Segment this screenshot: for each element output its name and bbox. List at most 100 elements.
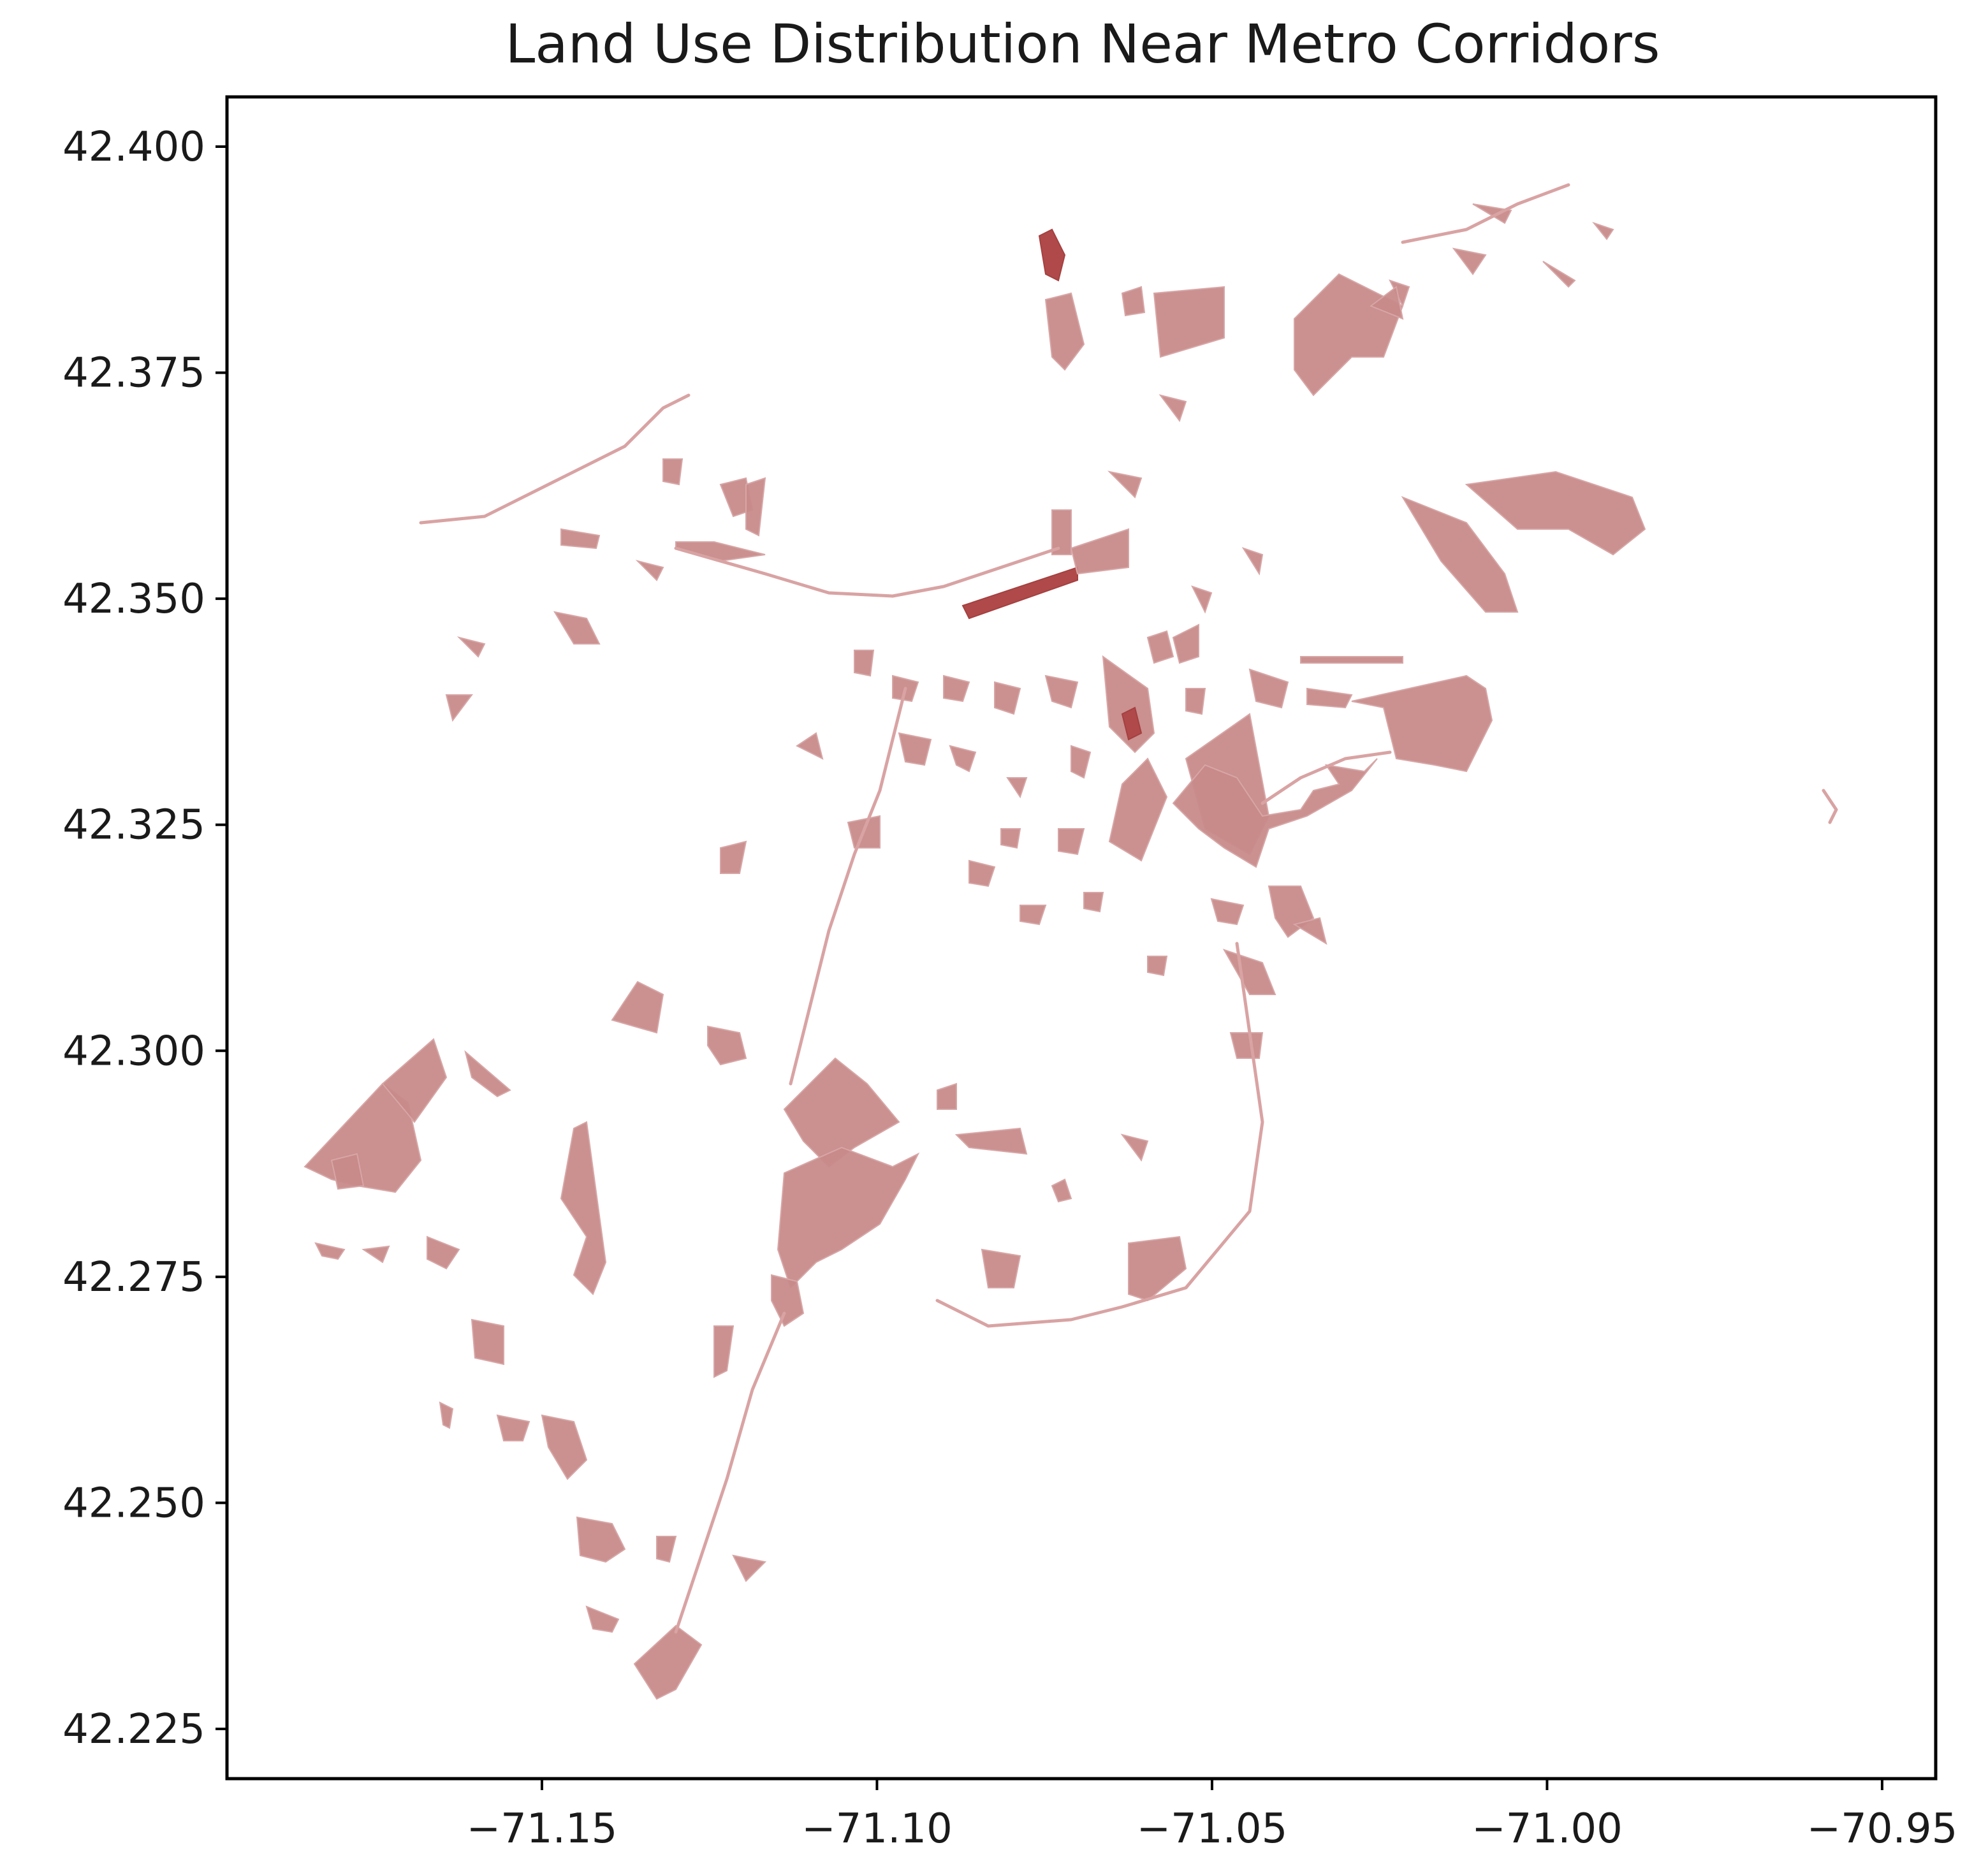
land-parcel [745,477,766,537]
map-title: Land Use Distribution Near Metro Corrido… [505,13,1660,75]
plot-area [225,95,1938,1781]
corridor-line [1261,750,1392,805]
y-tick-label: 42.375 [62,350,205,397]
land-parcel [1107,470,1143,499]
land-parcel [662,458,683,486]
land-parcel-high [1038,228,1066,282]
corridor-line [419,393,691,525]
y-tick-label: 42.350 [62,576,205,623]
land-parcel [720,840,747,874]
land-parcel [1294,273,1404,397]
land-parcel [1592,221,1614,240]
land-parcel [1542,261,1576,288]
land-parcel [560,1121,607,1295]
land-parcel [362,1245,390,1264]
land-parcel [439,1401,454,1429]
land-parcel [1351,674,1493,773]
land-parcel [445,694,473,722]
land-parcel [1051,509,1072,555]
land-parcel [1172,623,1199,664]
land-parcel [713,1325,735,1378]
land-parcel [1172,758,1378,868]
land-parcel [1051,1178,1072,1203]
corridor-line [789,687,907,1086]
plot-frame [225,95,1938,1781]
land-parcel [560,528,601,550]
land-parcel [541,1414,588,1480]
land-parcel [1102,655,1155,754]
land-parcel [1369,286,1404,320]
land-parcel [330,1153,365,1190]
land-parcel [1083,892,1104,913]
land-parcel [1210,898,1245,926]
y-tick-label: 42.325 [62,802,205,849]
land-parcel [1472,203,1512,224]
land-parcel [1044,292,1085,371]
land-parcel [898,732,932,766]
land-parcel [981,1248,1021,1288]
x-axis: −71.15 −71.10 −71.05 −71.00 −70.95 [467,1779,1957,1853]
y-tick-label: 42.400 [62,124,205,171]
land-parcel [777,1146,920,1289]
land-parcel [1401,495,1519,613]
land-parcel [1248,668,1289,709]
land-parcel [1292,917,1327,945]
land-parcel [496,1414,530,1441]
y-tick-label: 42.300 [62,1028,205,1075]
x-tick-label: −71.00 [1472,1805,1623,1853]
corridor-lines [419,183,1838,1634]
land-parcel [1128,1235,1187,1302]
land-parcel [427,1235,460,1270]
land-parcel [707,1025,747,1066]
land-parcel [1146,630,1174,664]
y-tick-label: 42.250 [62,1480,205,1527]
land-parcel [1158,394,1187,423]
land-parcel [1000,828,1021,849]
land-parcel [949,745,977,773]
land-use-parcels [303,203,1646,1700]
land-parcel [1147,956,1168,977]
land-parcel-high [1121,706,1143,741]
y-tick-label: 42.225 [62,1706,205,1753]
land-parcel [471,1318,504,1366]
land-parcel-high [961,566,1078,620]
land-parcel [968,859,996,887]
land-parcel [576,1516,626,1563]
y-tick-label: 42.275 [62,1254,205,1301]
land-parcel [553,611,601,645]
land-parcel [381,1038,448,1123]
land-parcel [1153,286,1225,358]
land-parcel [656,1536,677,1563]
land-parcel [1121,286,1146,317]
land-parcel [771,1274,805,1327]
land-parcel [1044,674,1079,709]
land-parcel [1071,745,1092,779]
land-parcel [937,1082,957,1110]
land-parcel [1058,828,1085,856]
x-tick-label: −71.05 [1137,1805,1288,1853]
land-parcel [464,1050,511,1098]
land-parcel [994,681,1021,715]
land-parcel [1020,905,1047,926]
land-parcel [314,1242,346,1260]
land-parcel [783,1057,900,1168]
land-parcel [1300,656,1403,664]
x-tick-label: −71.10 [801,1805,953,1853]
land-parcel [732,1554,767,1582]
land-parcel [1241,547,1264,576]
land-parcel [1465,470,1646,556]
land-parcel [1120,1133,1149,1162]
land-parcel [585,1605,620,1633]
land-parcel [796,732,824,760]
land-parcel [1070,528,1129,575]
land-parcel [1108,757,1168,862]
x-tick-label: −70.95 [1806,1805,1957,1853]
land-parcel [954,1127,1028,1155]
land-parcel [1452,247,1487,275]
x-tick-label: −71.15 [467,1805,618,1853]
land-parcel [635,560,664,581]
land-parcel [1306,687,1353,709]
land-parcel [1185,688,1206,715]
corridor-line [1401,183,1570,244]
